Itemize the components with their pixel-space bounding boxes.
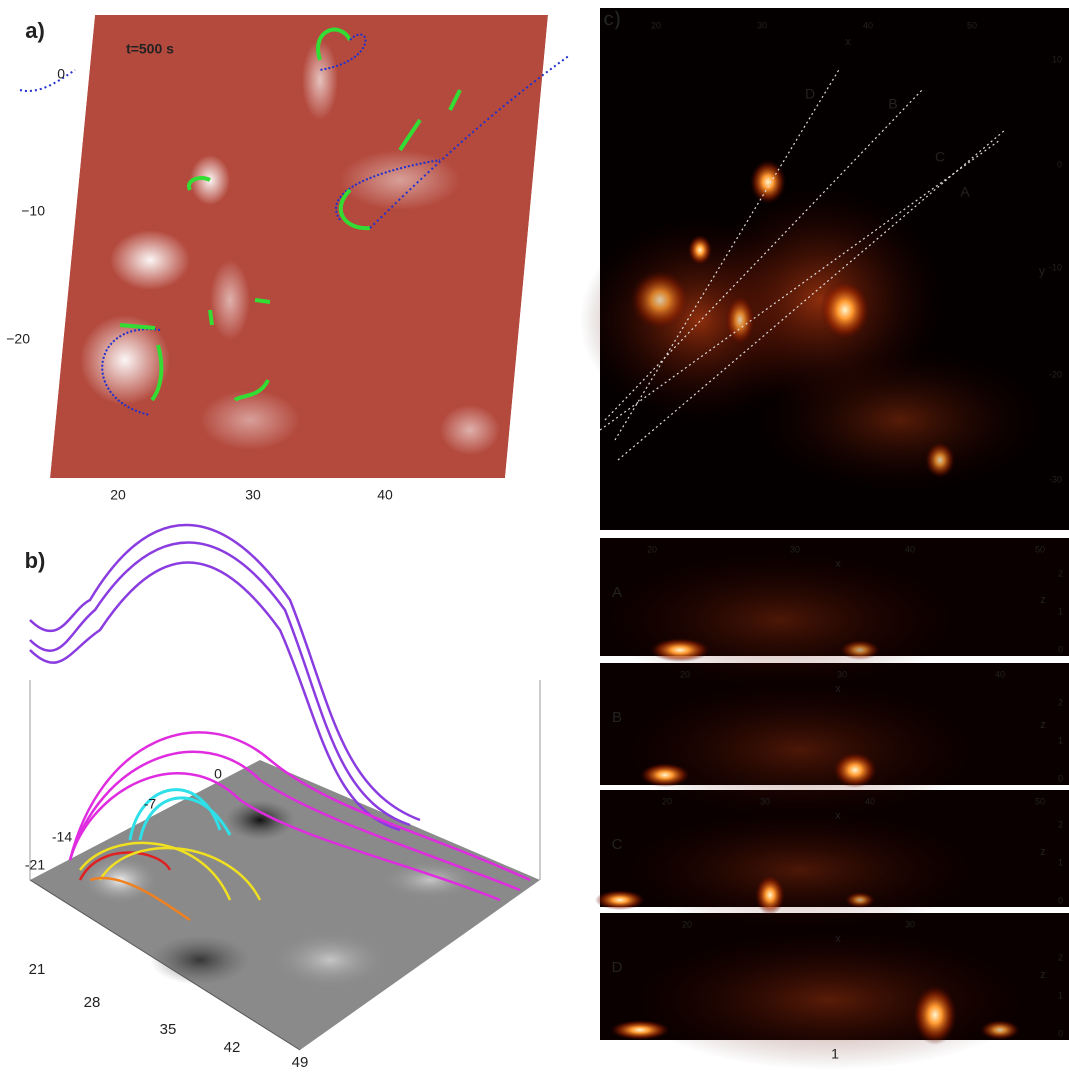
cut-label: D bbox=[805, 86, 815, 102]
x-tick-label: 20 bbox=[110, 487, 126, 503]
x-tick-label: 20 bbox=[662, 796, 672, 806]
cut-label: A bbox=[960, 184, 970, 200]
panel-c-cuts bbox=[595, 538, 1069, 1070]
axis-tick-label: -14 bbox=[52, 829, 72, 845]
z-tick-label: 2 bbox=[1058, 952, 1063, 962]
axis-tick-label: 0 bbox=[214, 766, 222, 782]
x-axis-label: x bbox=[835, 683, 841, 695]
axis-tick-label: -21 bbox=[25, 857, 45, 873]
z-axis-label: z bbox=[1040, 969, 1046, 981]
x-tick-label: 40 bbox=[905, 544, 915, 554]
axis-tick-label: 49 bbox=[292, 1054, 309, 1071]
x-tick-label: 20 bbox=[651, 20, 661, 30]
y-tick-label: 0 bbox=[1057, 159, 1062, 169]
panel-label: c) bbox=[603, 8, 621, 30]
x-tick-label: 40 bbox=[863, 20, 873, 30]
y-tick-label: −20 bbox=[6, 331, 30, 347]
x-tick-label: 30 bbox=[245, 487, 261, 503]
panel-label: a) bbox=[25, 18, 45, 43]
axis-tick-label: 21 bbox=[29, 961, 46, 978]
z-tick-label: 2 bbox=[1058, 697, 1063, 707]
panel-label: b) bbox=[25, 548, 46, 573]
x-tick-label: 30 bbox=[760, 796, 770, 806]
x-axis-label: x bbox=[835, 558, 841, 570]
x-tick-label: 30 bbox=[790, 544, 800, 554]
x-tick-label: 40 bbox=[995, 669, 1005, 679]
panel-a-field-lines bbox=[19, 27, 571, 416]
x-tick-label: 50 bbox=[1035, 796, 1045, 806]
page-number: 1 bbox=[831, 1046, 839, 1062]
axis-tick-label: 42 bbox=[224, 1039, 241, 1056]
z-tick-label: 0 bbox=[1058, 773, 1063, 783]
z-tick-label: 1 bbox=[1058, 606, 1063, 616]
cut-label: A bbox=[612, 584, 622, 601]
z-axis-label: z bbox=[1040, 719, 1046, 731]
z-axis-label: z bbox=[1040, 594, 1046, 606]
y-tick-label: -30 bbox=[1049, 474, 1062, 484]
cut-label: B bbox=[612, 709, 622, 726]
x-tick-label: 30 bbox=[757, 20, 767, 30]
y-axis-label: y bbox=[1039, 264, 1045, 278]
z-tick-label: 2 bbox=[1058, 819, 1063, 829]
z-tick-label: 1 bbox=[1058, 990, 1063, 1000]
cut-label: C bbox=[612, 836, 623, 853]
x-tick-label: 20 bbox=[682, 919, 692, 929]
y-tick-label: −10 bbox=[21, 203, 45, 219]
x-tick-label: 30 bbox=[837, 669, 847, 679]
cut-label: C bbox=[935, 149, 945, 165]
z-tick-label: 1 bbox=[1058, 857, 1063, 867]
x-axis-label: x bbox=[835, 933, 841, 945]
x-tick-label: 50 bbox=[967, 20, 977, 30]
z-tick-label: 2 bbox=[1058, 568, 1063, 578]
z-axis-label: z bbox=[1040, 846, 1046, 858]
z-tick-label: 0 bbox=[1058, 895, 1063, 905]
x-axis-label: x bbox=[835, 810, 841, 822]
cut-label: D bbox=[612, 959, 623, 976]
x-tick-label: 30 bbox=[905, 919, 915, 929]
x-tick-label: 20 bbox=[647, 544, 657, 554]
panel-b-field-lines bbox=[29, 523, 531, 922]
axis-tick-label: 28 bbox=[84, 994, 101, 1011]
x-axis-label: x bbox=[845, 36, 851, 48]
x-tick-label: 40 bbox=[377, 487, 393, 503]
axis-tick-label: 35 bbox=[160, 1021, 177, 1038]
z-tick-label: 0 bbox=[1058, 1028, 1063, 1038]
panel-a-image bbox=[50, 15, 548, 478]
cut-label: B bbox=[888, 96, 897, 112]
y-tick-label: -20 bbox=[1049, 369, 1062, 379]
y-tick-label: 10 bbox=[1052, 54, 1062, 64]
z-tick-label: 1 bbox=[1058, 735, 1063, 745]
y-tick-label: -10 bbox=[1049, 262, 1062, 272]
x-tick-label: 40 bbox=[865, 796, 875, 806]
x-tick-label: 20 bbox=[680, 669, 690, 679]
y-tick-label: 0 bbox=[57, 66, 65, 82]
axis-tick-label: -7 bbox=[144, 796, 157, 812]
panel-b-image bbox=[29, 680, 541, 1051]
time-label: t=500 s bbox=[126, 41, 174, 57]
panel-c-image bbox=[580, 8, 1069, 530]
z-tick-label: 0 bbox=[1058, 644, 1063, 654]
x-tick-label: 50 bbox=[1035, 544, 1045, 554]
